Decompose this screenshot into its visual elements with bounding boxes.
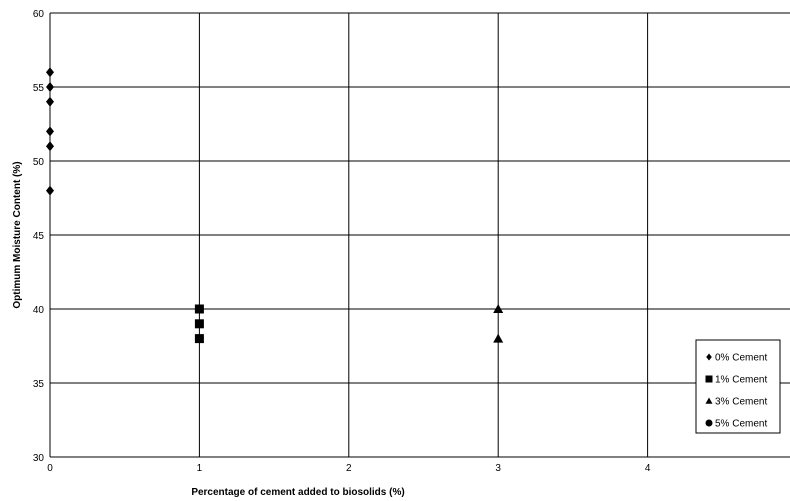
data-point-diamond xyxy=(46,67,54,78)
data-point-triangle xyxy=(493,304,504,313)
y-tick-label: 55 xyxy=(33,83,45,94)
legend-marker-circle xyxy=(705,419,713,427)
data-point-diamond xyxy=(46,96,54,107)
data-point-diamond xyxy=(46,141,54,152)
y-axis-title: Optimum Moisture Content (%) xyxy=(12,161,23,308)
x-axis-title: Percentage of cement added to biosolids … xyxy=(191,487,404,498)
y-tick-label: 50 xyxy=(33,157,45,168)
tick-labels: 30 35 40 45 50 55 60 0 1 2 3 4 xyxy=(33,9,651,474)
legend: 0% Cement 1% Cement 3% Cement 5% Cement xyxy=(695,339,781,434)
x-tick-label: 0 xyxy=(47,463,53,474)
legend-label: 5% Cement xyxy=(715,419,767,430)
data-point-square xyxy=(194,304,204,314)
y-tick-label: 60 xyxy=(33,9,45,20)
legend-marker-triangle xyxy=(705,397,713,404)
x-tick-label: 4 xyxy=(645,463,651,474)
data-point-diamond xyxy=(46,126,54,137)
legend-marker-square xyxy=(705,375,713,383)
data-point-triangle xyxy=(493,333,504,343)
data-point-diamond xyxy=(46,185,54,196)
legend-marker-diamond xyxy=(706,353,712,361)
data-point-square xyxy=(194,334,204,344)
y-tick-label: 45 xyxy=(33,231,45,242)
y-tick-label: 30 xyxy=(33,453,45,464)
x-tick-label: 3 xyxy=(495,463,501,474)
data-points xyxy=(46,67,504,344)
y-tick-label: 40 xyxy=(33,305,45,316)
data-point-square xyxy=(194,319,204,329)
data-point-diamond xyxy=(46,82,54,92)
grid-lines xyxy=(49,12,790,458)
x-tick-label: 1 xyxy=(197,463,203,474)
legend-label: 3% Cement xyxy=(715,397,767,408)
legend-label: 1% Cement xyxy=(715,375,767,386)
x-tick-label: 2 xyxy=(346,463,352,474)
y-tick-label: 35 xyxy=(33,379,45,390)
legend-label: 0% Cement xyxy=(715,353,767,364)
